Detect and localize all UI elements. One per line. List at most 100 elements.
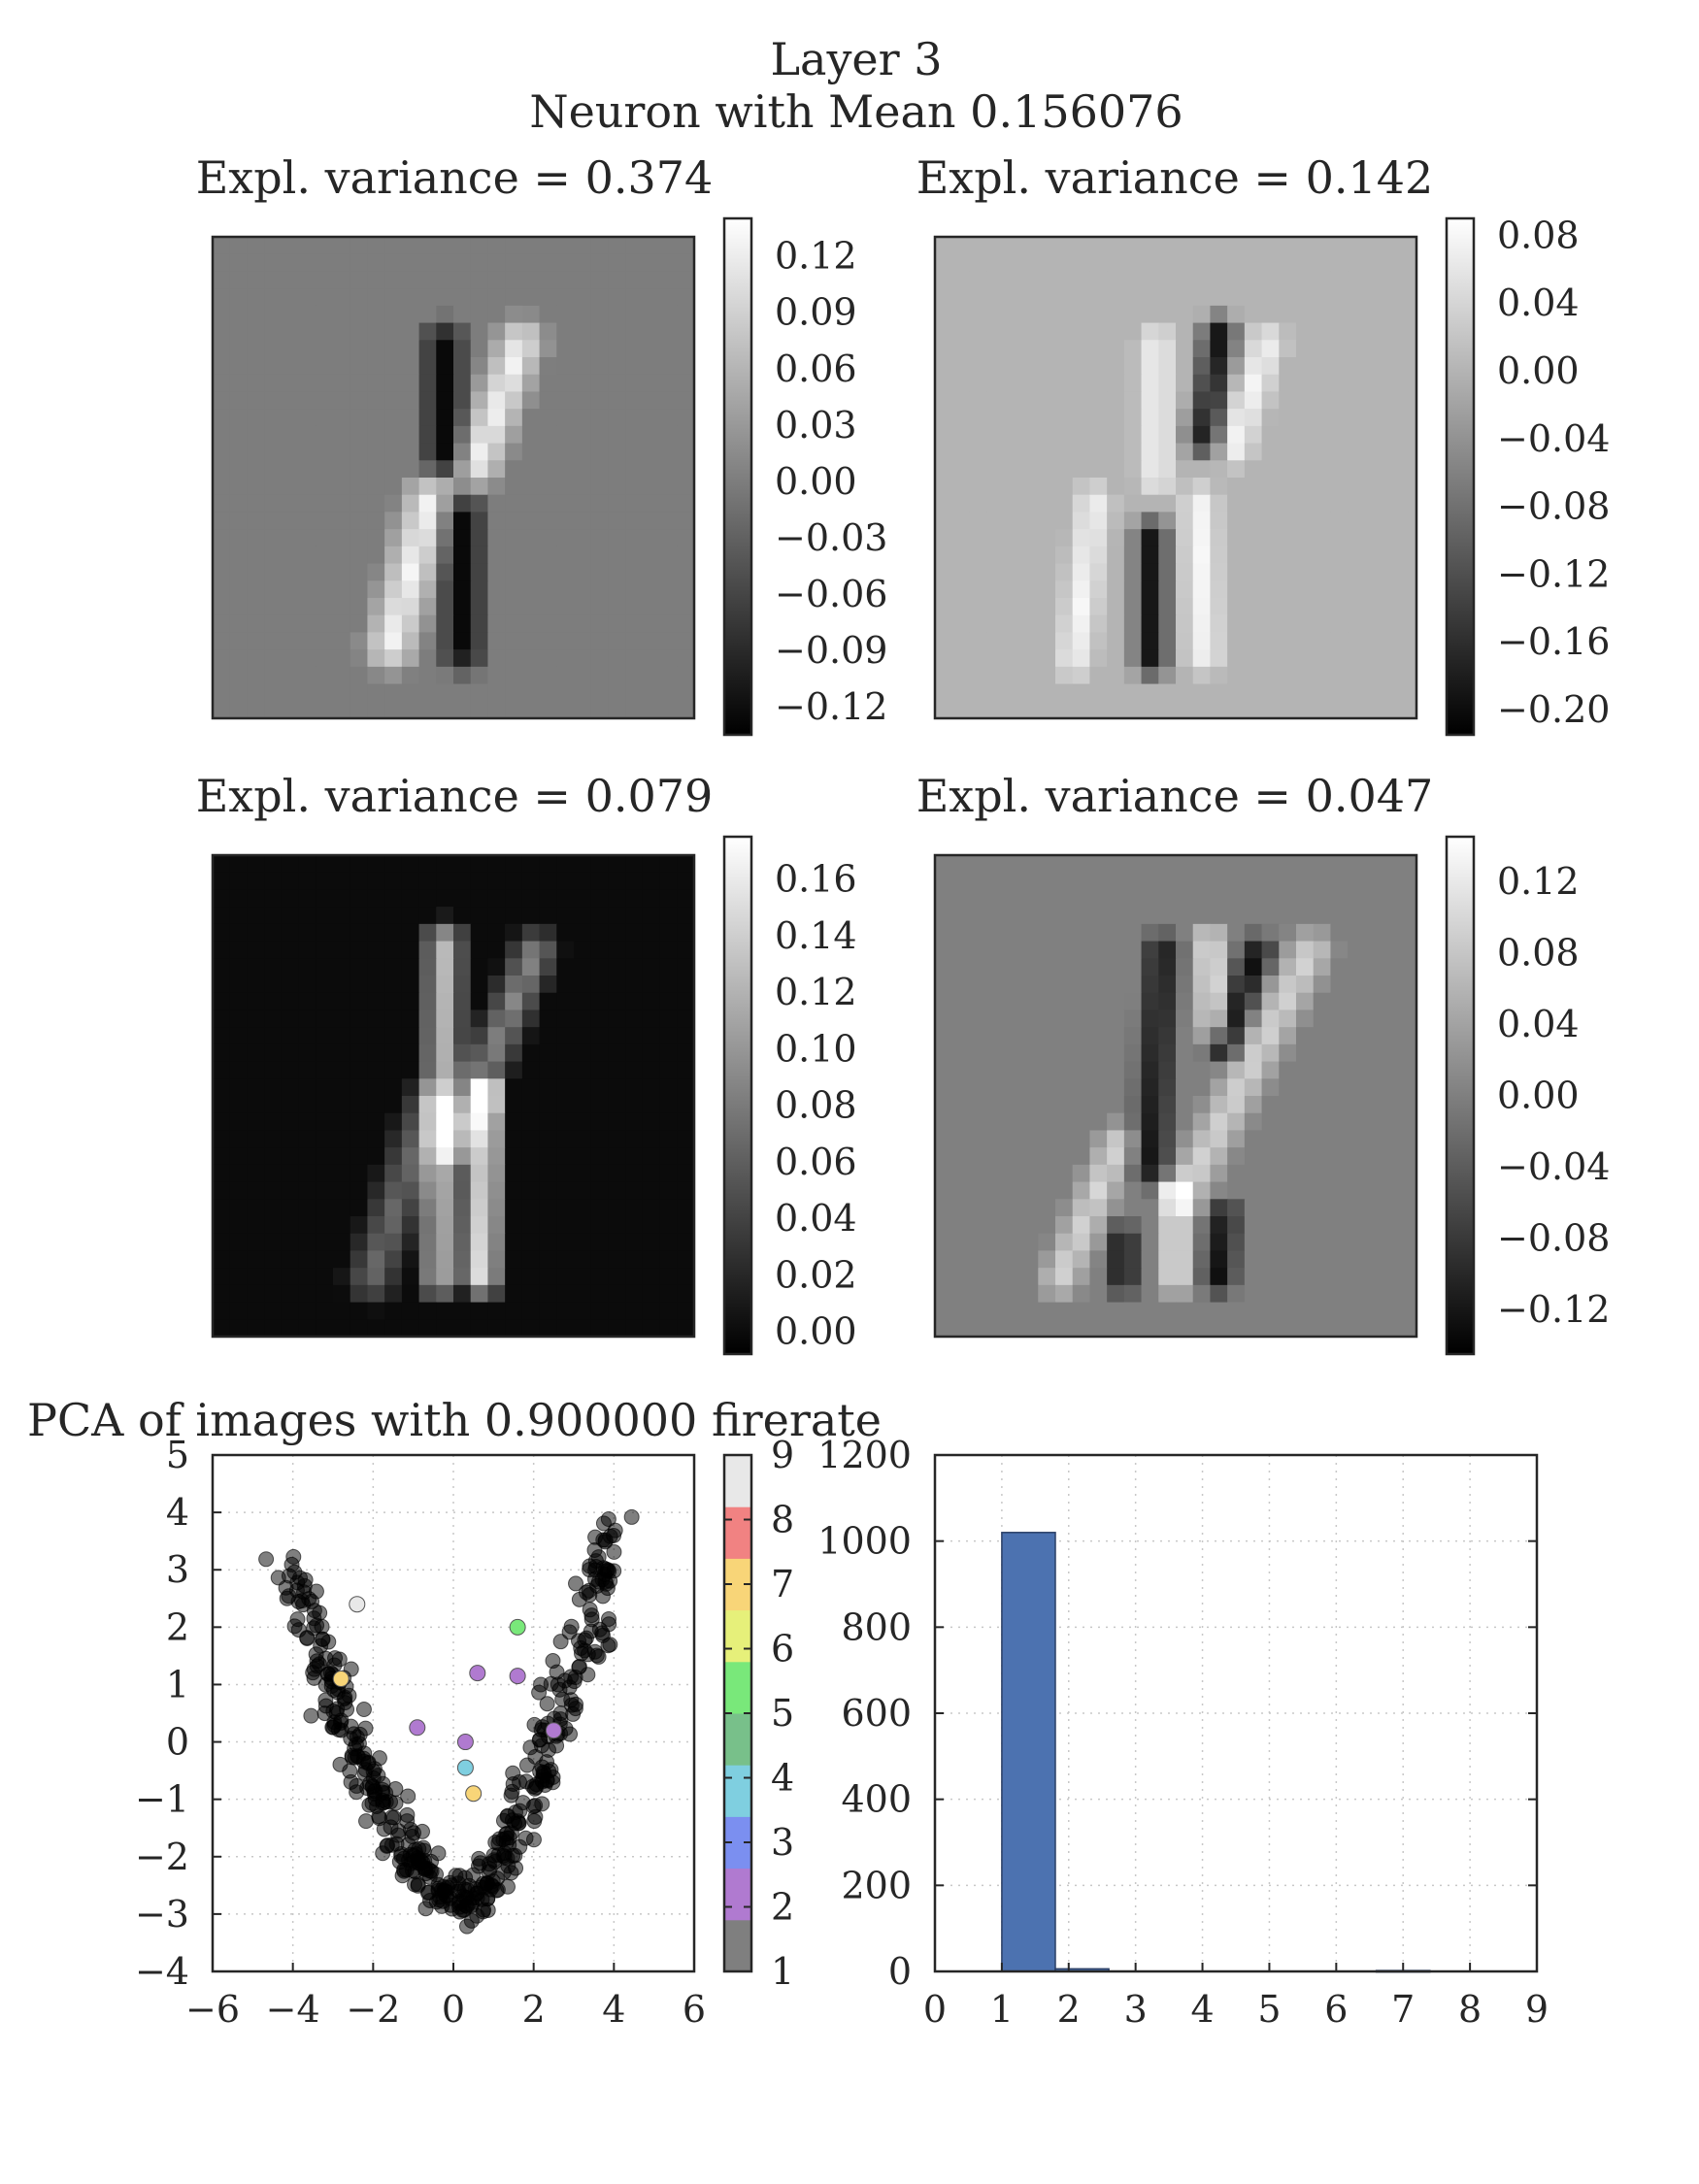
- heatmap-cell: [608, 1078, 626, 1097]
- heatmap-cell: [1399, 598, 1417, 616]
- heatmap-cell: [316, 1216, 334, 1235]
- heatmap-cell: [384, 1112, 403, 1132]
- heatmap-cell: [574, 1147, 592, 1166]
- heatmap-cell: [1313, 1147, 1332, 1166]
- heatmap-cell: [229, 976, 249, 994]
- heatmap-cell: [1192, 958, 1212, 976]
- heatmap-cell: [1210, 1302, 1228, 1320]
- heatmap-cell: [316, 1096, 334, 1114]
- heatmap-cell: [969, 478, 987, 496]
- heatmap-cell: [418, 992, 437, 1011]
- heatmap-cell: [247, 1147, 265, 1166]
- heatmap-cell: [1296, 1009, 1315, 1028]
- heatmap-cell: [505, 1061, 523, 1079]
- heatmap-cell: [1227, 529, 1246, 547]
- heatmap-cell: [350, 425, 369, 445]
- heatmap-cell: [1313, 976, 1332, 994]
- heatmap-cell: [1296, 546, 1315, 565]
- heatmap-cell: [1158, 683, 1177, 702]
- heatmap-cell: [367, 683, 385, 702]
- heatmap-3-title: Expl. variance = 0.079: [196, 770, 714, 822]
- heatmap-cell: [1020, 1130, 1039, 1148]
- heatmap-cell: [625, 529, 644, 547]
- heatmap-cell: [264, 478, 283, 496]
- heatmap-cell: [247, 357, 265, 376]
- heatmap-cell: [1038, 253, 1056, 273]
- heatmap-cell: [505, 632, 523, 650]
- x-tick-label: 2: [522, 1988, 546, 2031]
- heatmap-cell: [608, 580, 626, 599]
- heatmap-cell: [935, 357, 953, 376]
- heatmap-cell: [384, 907, 403, 925]
- heatmap-cell: [1296, 649, 1315, 668]
- heatmap-cell: [436, 1302, 454, 1320]
- heatmap-cell: [1330, 253, 1349, 273]
- heatmap-cell: [401, 340, 420, 358]
- heatmap-cell: [986, 237, 1005, 255]
- heatmap-cell: [350, 1284, 369, 1304]
- heatmap-cell: [1348, 1199, 1366, 1217]
- heatmap-cell: [505, 357, 523, 376]
- heatmap-cell: [505, 529, 523, 547]
- heatmap-cell: [1330, 1268, 1349, 1286]
- heatmap-cell: [487, 409, 506, 427]
- heatmap-cell: [951, 1147, 971, 1166]
- heatmap-cell: [935, 683, 953, 702]
- heatmap-cell: [453, 391, 472, 410]
- heatmap-cell: [986, 1181, 1005, 1200]
- heatmap-cell: [247, 460, 265, 479]
- heatmap-cell: [436, 1078, 454, 1097]
- heatmap-cell: [384, 1233, 403, 1252]
- heatmap-cell: [1089, 992, 1108, 1011]
- heatmap-cell: [384, 976, 403, 994]
- scatter-point: [600, 1638, 616, 1654]
- heatmap-cell: [1227, 992, 1246, 1011]
- heatmap-cell: [1296, 529, 1315, 547]
- heatmap-cell: [1107, 546, 1125, 565]
- heatmap-cell: [1072, 855, 1091, 874]
- heatmap-cell: [659, 494, 678, 513]
- heatmap-cell: [367, 907, 385, 925]
- heatmap-cell: [935, 340, 953, 358]
- heatmap-cell: [470, 1078, 489, 1097]
- heatmap-cell: [1141, 1302, 1159, 1320]
- heatmap-cell: [298, 701, 316, 719]
- heatmap-cell: [1003, 992, 1022, 1011]
- heatmap-cell: [1364, 305, 1383, 324]
- heatmap-cell: [574, 958, 592, 976]
- heatmap-cell: [1158, 992, 1177, 1011]
- heatmap-cell: [574, 1302, 592, 1320]
- heatmap-cell: [1107, 1061, 1125, 1079]
- heatmap-cell: [1072, 391, 1091, 410]
- heatmap-cell: [213, 598, 231, 616]
- heatmap-cell: [969, 322, 987, 341]
- heatmap-cell: [418, 1130, 437, 1148]
- heatmap-cell: [1313, 271, 1332, 289]
- heatmap-cell: [1158, 1250, 1177, 1269]
- heatmap-cell: [1296, 632, 1315, 650]
- heatmap-cell: [1364, 1147, 1383, 1166]
- heatmap-cell: [487, 598, 506, 616]
- heatmap-cell: [229, 478, 249, 496]
- heatmap-cell: [1364, 976, 1383, 994]
- heatmap-cell: [1158, 1078, 1177, 1097]
- heatmap-cell: [281, 460, 300, 479]
- scatter-point: [320, 1634, 337, 1650]
- heatmap-cell: [608, 322, 626, 341]
- heatmap-cell: [316, 666, 334, 685]
- heatmap-cell: [1261, 305, 1280, 324]
- heatmap-cell: [969, 992, 987, 1011]
- heatmap-cell: [521, 941, 541, 959]
- heatmap-cell: [1244, 1216, 1263, 1235]
- heatmap-cell: [505, 992, 523, 1011]
- heatmap-cell: [418, 598, 437, 616]
- heatmap-cell: [213, 563, 231, 581]
- heatmap-cell: [521, 512, 541, 530]
- heatmap-cell: [333, 923, 351, 943]
- heatmap-cell: [487, 546, 506, 565]
- heatmap-cell: [642, 305, 661, 324]
- heatmap-cell: [1055, 237, 1074, 255]
- heatmap-cell: [521, 271, 541, 289]
- heatmap-cell: [1123, 683, 1143, 702]
- heatmap-cell: [281, 855, 300, 874]
